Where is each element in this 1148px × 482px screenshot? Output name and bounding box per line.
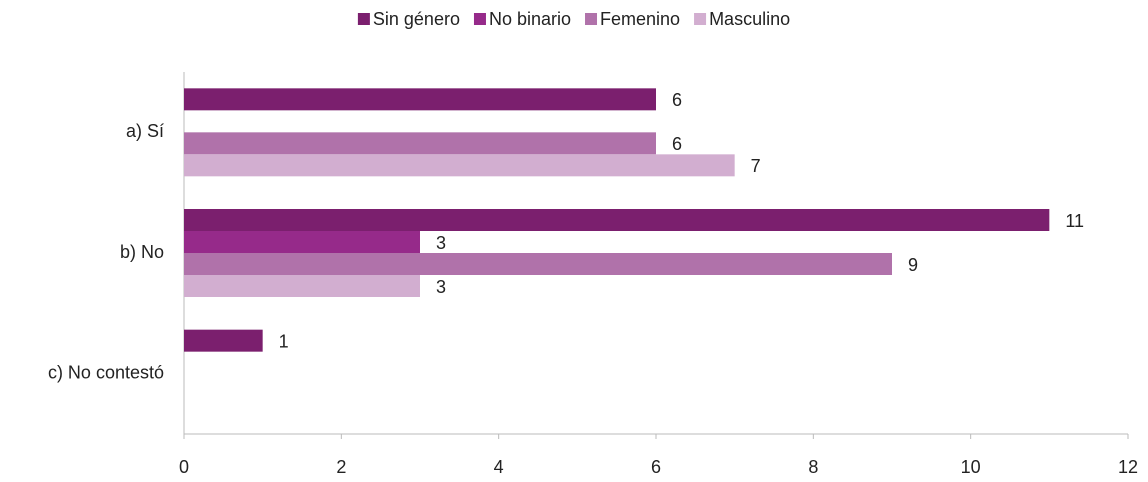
legend-label: Femenino <box>600 9 680 29</box>
x-tick-label: 12 <box>1118 457 1138 477</box>
value-label: 9 <box>908 255 918 275</box>
value-label: 1 <box>279 331 289 351</box>
bar <box>184 275 420 297</box>
y-tick-label: a) Sí <box>126 121 164 141</box>
x-tick-label: 6 <box>651 457 661 477</box>
x-tick-label: 0 <box>179 457 189 477</box>
legend-swatch <box>473 13 486 25</box>
value-label: 3 <box>436 277 446 297</box>
bar <box>184 253 892 275</box>
x-tick-label: 2 <box>336 457 346 477</box>
bar <box>184 231 420 253</box>
legend-label: No binario <box>489 9 571 29</box>
legend: Sin género No binario Femenino Masculino <box>357 9 790 29</box>
value-label: 6 <box>672 90 682 110</box>
y-tick-label: b) No <box>120 242 164 262</box>
bar <box>184 88 656 111</box>
bar <box>184 132 656 155</box>
value-label: 3 <box>436 233 446 253</box>
legend-label: Sin género <box>373 9 460 29</box>
value-label: 7 <box>751 156 761 176</box>
x-tick-label: 8 <box>808 457 818 477</box>
y-tick-label: c) No contestó <box>48 362 164 382</box>
x-tick-label: 10 <box>961 457 981 477</box>
legend-swatch <box>694 13 707 25</box>
legend-label: Masculino <box>709 9 790 29</box>
value-label: 11 <box>1065 211 1084 231</box>
bar <box>184 329 263 352</box>
bar <box>184 154 735 177</box>
x-tick-label: 4 <box>494 457 504 477</box>
legend-swatch <box>357 13 370 25</box>
legend-swatch <box>585 13 598 25</box>
bar <box>184 209 1050 231</box>
value-label: 6 <box>672 134 682 154</box>
